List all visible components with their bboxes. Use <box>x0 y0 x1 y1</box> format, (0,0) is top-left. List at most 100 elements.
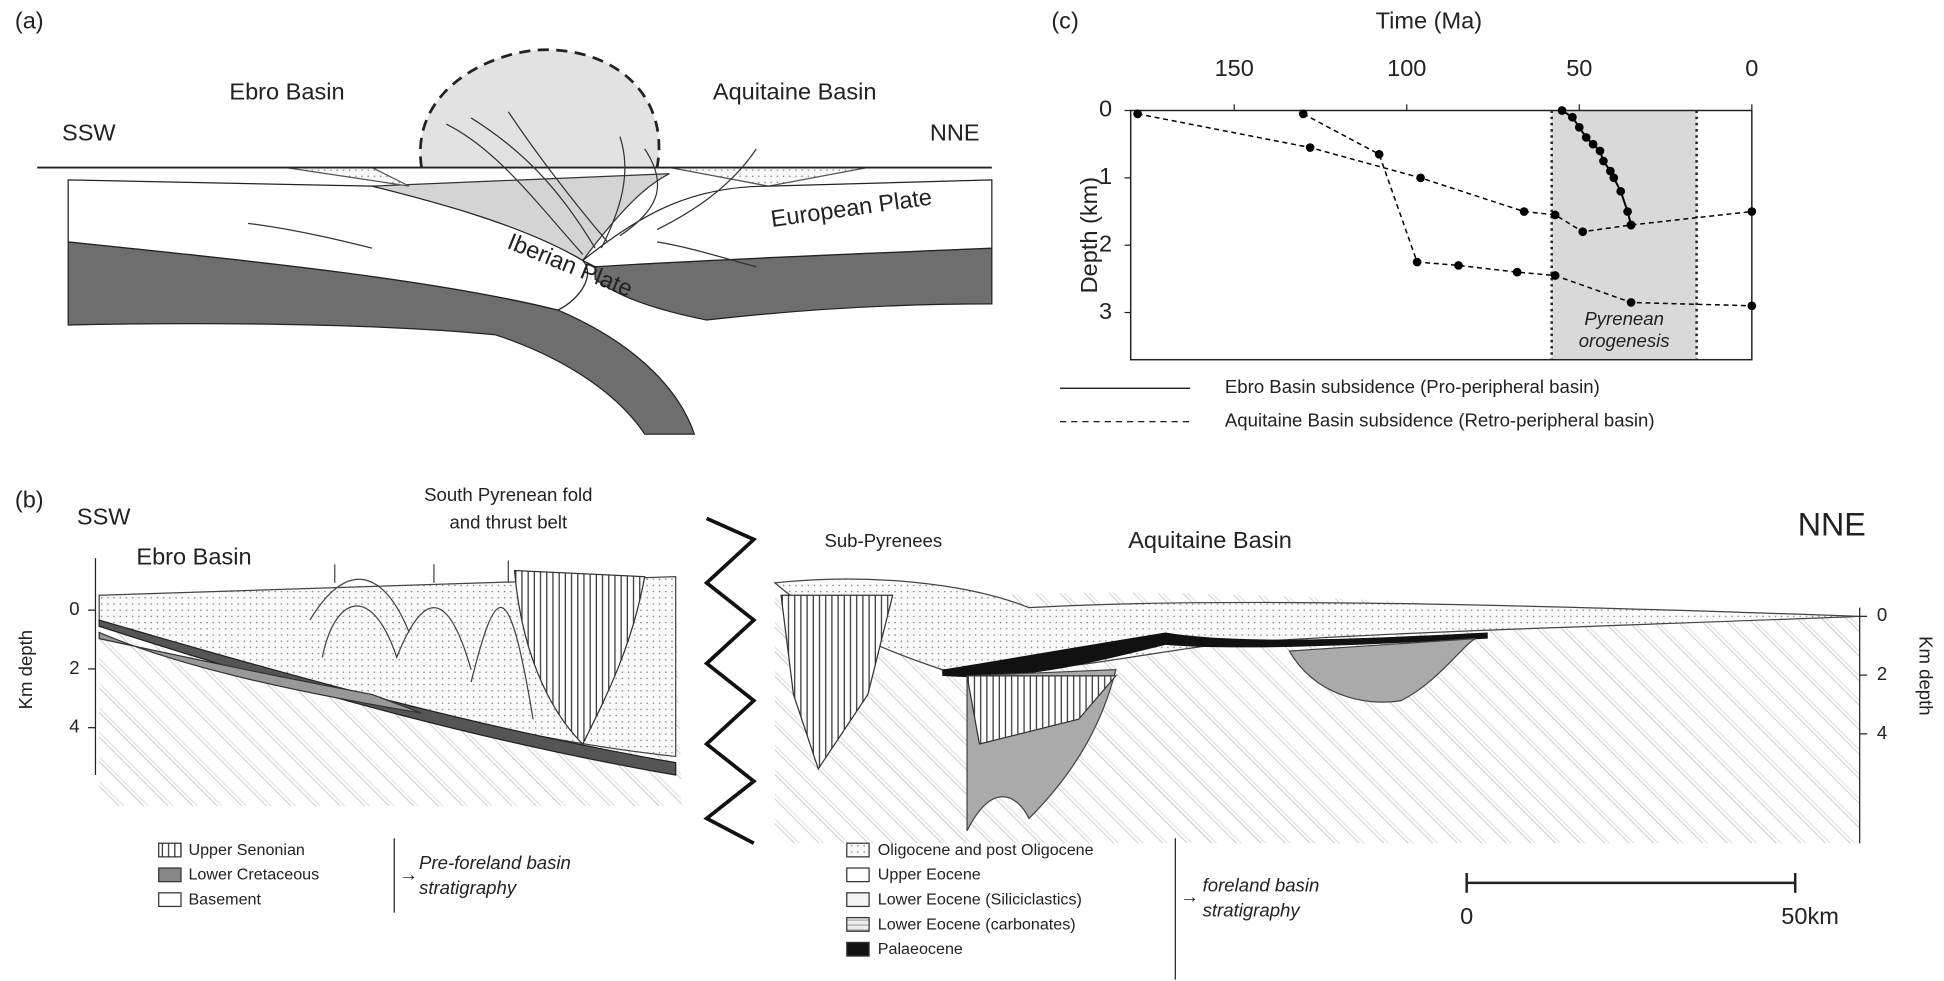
cretaceous-trough <box>1288 638 1476 703</box>
data-point <box>1557 106 1567 115</box>
palaeocene-layer <box>942 632 1488 678</box>
data-point <box>1568 112 1577 122</box>
foreland-legend: Oligocene and post Oligocene Upper Eocen… <box>846 838 1320 980</box>
legend-swatch <box>846 842 870 858</box>
data-point <box>1595 146 1605 156</box>
legend-swatch <box>158 842 182 858</box>
direction-label: NNE <box>930 119 980 145</box>
panel-label: (a) <box>15 8 44 34</box>
plot-frame <box>1129 109 1753 361</box>
data-point <box>1550 210 1560 220</box>
y-tick-label: 0 <box>1099 96 1112 122</box>
depth-tick-label: 2 <box>69 657 79 678</box>
data-point <box>1454 261 1463 270</box>
legend-swatch <box>846 941 870 957</box>
senonian-belt <box>780 594 894 771</box>
legend-label: Ebro Basin subsidence (Pro-peripheral ba… <box>1225 376 1600 397</box>
arrow: → <box>1180 886 1199 907</box>
legend-group: Pre-foreland basin <box>419 852 571 873</box>
data-point <box>1374 149 1384 159</box>
panel-label: (c) <box>1051 8 1078 34</box>
data-point <box>1747 207 1757 216</box>
legend-item: Upper Eocene <box>878 866 981 884</box>
legend-item: Upper Senonian <box>188 841 304 859</box>
legend-item: Palaeocene <box>878 940 963 958</box>
depth-tick-label: 0 <box>69 598 79 619</box>
senonian-belt <box>966 675 1118 745</box>
data-point <box>1305 143 1315 152</box>
depth-tick-label: 2 <box>1877 663 1887 684</box>
depth-tick-label: 4 <box>69 716 79 737</box>
x-tick-label: 0 <box>1745 55 1758 81</box>
x-axis-title: Time (Ma) <box>1376 8 1482 34</box>
break-symbol <box>703 516 758 845</box>
right-depth-axis: Km depth <box>1859 607 1936 844</box>
basin-label: Aquitaine Basin <box>1128 527 1292 553</box>
depth-tick-label: 0 <box>1877 604 1887 625</box>
european-crust <box>581 179 993 268</box>
legend-item: Basement <box>188 891 261 909</box>
y-tick-label: 3 <box>1099 298 1112 324</box>
x-tick-label: 50 <box>1566 55 1592 81</box>
data-point <box>1588 139 1598 149</box>
series-line <box>1137 113 1752 307</box>
data-point <box>1412 257 1422 267</box>
legend-label: Aquitaine Basin subsidence (Retro-periph… <box>1225 410 1655 431</box>
region-label: Sub-Pyrenees <box>824 530 942 551</box>
cretaceous-wedge <box>98 631 422 714</box>
legend-group: foreland basin <box>1203 875 1320 896</box>
shade-label: Pyrenean <box>1584 308 1664 329</box>
data-point <box>1609 173 1619 183</box>
data-point <box>1606 166 1615 176</box>
legend-item: Lower Cretaceous <box>188 866 319 884</box>
y-tick-label: 1 <box>1099 163 1112 189</box>
y-tick-label: 2 <box>1099 230 1112 256</box>
basin-label: Aquitaine Basin <box>713 78 877 104</box>
data-point <box>1574 123 1584 132</box>
axis-title: Km depth <box>1915 636 1936 716</box>
thrust-belt-label: South Pyrenean fold <box>424 484 592 505</box>
orogeny-shade <box>1551 110 1697 360</box>
thrust-lines <box>247 111 757 268</box>
panel-a: (a) Ebro Basin Aquitaine Basin SSW NNE I… <box>15 8 993 435</box>
y-axis-title: Depth (km) <box>1076 177 1102 293</box>
data-point <box>1519 207 1529 216</box>
panel-b: (b) SSW NNE South Pyrenean fold and thru… <box>15 484 1936 980</box>
scale-label: 50km <box>1781 903 1839 929</box>
axis-title: Km depth <box>15 630 36 710</box>
data-point <box>1550 271 1560 280</box>
scale-bar: 0 50km <box>1460 872 1839 929</box>
data-point <box>1298 109 1308 119</box>
direction-label: SSW <box>62 119 116 145</box>
scale-label: 0 <box>1460 903 1473 929</box>
direction-label: NNE <box>1798 507 1866 543</box>
legend-item: Lower Eocene (carbonates) <box>878 915 1076 933</box>
data-point <box>1512 267 1522 277</box>
x-tick-label: 150 <box>1215 55 1254 81</box>
iberian-crust <box>67 179 589 311</box>
arrow: → <box>399 863 418 884</box>
data-point <box>1578 227 1588 237</box>
pre-foreland-legend: Upper Senonian Lower Cretaceous Basement… <box>158 838 571 913</box>
data-point <box>1133 109 1142 119</box>
legend-swatch <box>846 916 870 932</box>
x-tick-label: 100 <box>1387 55 1426 81</box>
senonian-belt <box>513 569 646 746</box>
legend-item: Lower Eocene (Siliciclastics) <box>878 891 1082 909</box>
eroded-outline <box>418 48 661 168</box>
data-point <box>1599 156 1608 166</box>
data-point <box>1747 301 1757 311</box>
data-point <box>1626 220 1636 230</box>
legend-group: stratigraphy <box>419 877 518 898</box>
legend-item: Oligocene and post Oligocene <box>878 841 1094 859</box>
left-depth-axis: Km depth <box>15 558 97 776</box>
data-point <box>1581 133 1591 142</box>
legend-group: stratigraphy <box>1203 899 1302 920</box>
orogen-fill <box>420 49 659 168</box>
fold-lines <box>309 560 534 720</box>
data-point <box>1416 173 1425 183</box>
legend-swatch <box>846 867 870 883</box>
